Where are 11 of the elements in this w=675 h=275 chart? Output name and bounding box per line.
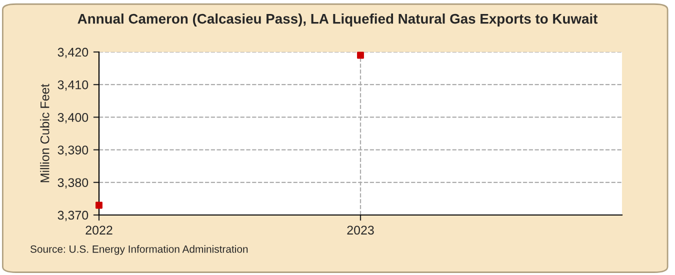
y-tick-label: 3,370 xyxy=(58,210,88,222)
y-tick-label: 3,380 xyxy=(58,178,88,189)
y-axis-title: Million Cubic Feet xyxy=(40,84,50,182)
chart-title: Annual Cameron (Calcasieu Pass), LA Liquefied Natural Gas Exports to Kuwait xyxy=(78,14,598,26)
x-tick-label: 2023 xyxy=(347,226,374,235)
source-note: Source: U.S. Energy Information Administration xyxy=(30,245,248,255)
y-tick-label: 3,400 xyxy=(58,113,88,124)
y-tick-label: 3,410 xyxy=(58,80,88,91)
y-tick-label: 3,390 xyxy=(58,146,88,156)
y-tick-label: 3,420 xyxy=(58,48,88,58)
x-tick-label: 2022 xyxy=(86,226,112,235)
